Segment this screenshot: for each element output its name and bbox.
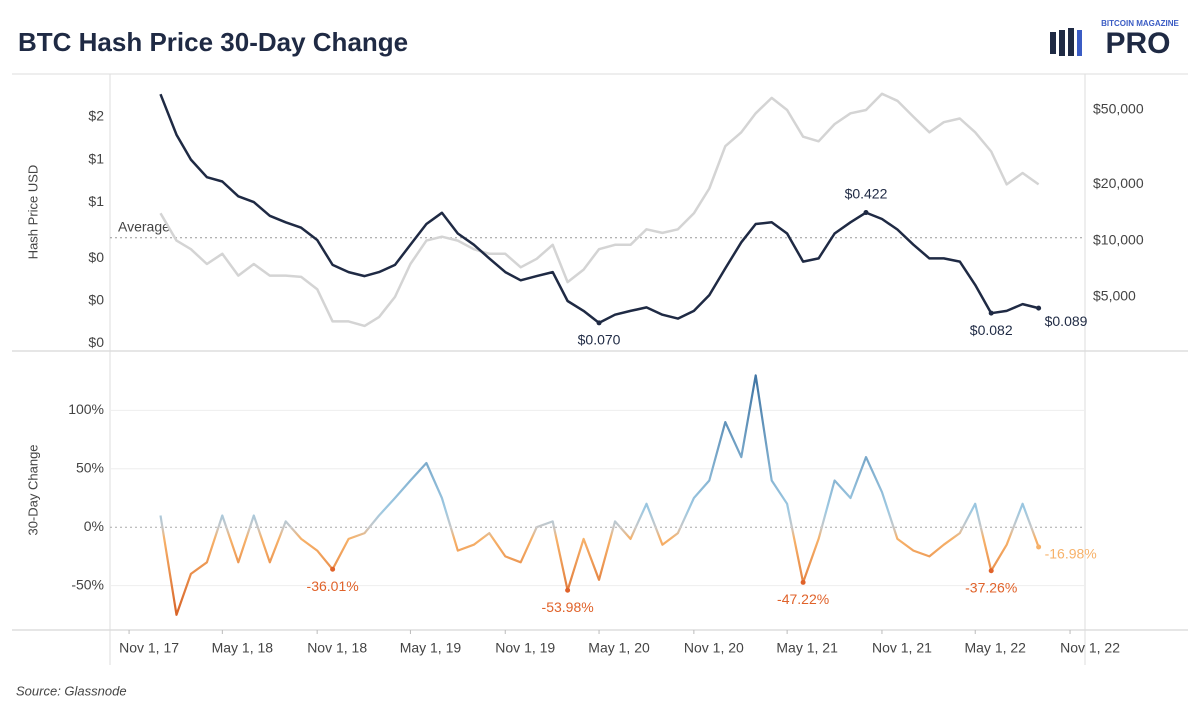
series-line <box>159 374 1040 616</box>
annotation-label: -53.98% <box>542 599 594 615</box>
annotation-point <box>596 320 602 326</box>
annotation-label: $0.070 <box>578 332 621 348</box>
y-tick-label: -50% <box>71 576 104 592</box>
logo: BITCOIN MAGAZINE PRO <box>1050 19 1180 60</box>
annotation-label: -37.26% <box>965 579 1017 595</box>
annotation-point <box>988 568 994 574</box>
logo-bar <box>1077 30 1082 56</box>
x-tick-label: May 1, 18 <box>212 640 274 656</box>
logo-bar <box>1068 28 1074 56</box>
x-tick-label: May 1, 21 <box>776 640 838 656</box>
y2-tick-label: $20,000 <box>1093 175 1144 191</box>
series-line <box>159 92 1040 328</box>
annotation-label: $0.089 <box>1045 313 1088 329</box>
x-tick-label: Nov 1, 22 <box>1060 640 1120 656</box>
y-tick-label: $0 <box>88 249 104 265</box>
y-tick-label: $2 <box>88 108 104 124</box>
x-tick-label: May 1, 20 <box>588 640 650 656</box>
logo-bar <box>1050 32 1056 54</box>
logo-bar <box>1059 30 1065 56</box>
annotation-label: -36.01% <box>307 578 359 594</box>
y-axis-label: 30-Day Change <box>25 444 40 535</box>
x-tick-label: May 1, 22 <box>964 640 1026 656</box>
annotation-point <box>988 310 994 316</box>
source: Source: Glassnode <box>16 683 127 698</box>
y-tick-label: 50% <box>76 460 104 476</box>
annotation-point <box>330 566 336 572</box>
y-tick-label: $1 <box>88 193 104 209</box>
annotation-point <box>565 587 571 593</box>
annotation-point <box>1036 305 1042 311</box>
y-tick-label: 0% <box>84 518 104 534</box>
annotation-label: $0.082 <box>970 322 1013 338</box>
series-line <box>159 93 1039 325</box>
y-tick-label: $1 <box>88 150 104 166</box>
y2-tick-label: $5,000 <box>1093 288 1136 304</box>
y-tick-label: $0 <box>88 334 104 350</box>
x-tick-label: Nov 1, 19 <box>495 640 555 656</box>
average-label: Average <box>118 218 170 234</box>
y2-tick-label: $50,000 <box>1093 101 1144 117</box>
x-tick-label: May 1, 19 <box>400 640 462 656</box>
annotation-point <box>800 579 806 585</box>
x-tick-label: Nov 1, 21 <box>872 640 932 656</box>
x-tick-label: Nov 1, 20 <box>684 640 744 656</box>
x-tick-label: Nov 1, 17 <box>119 640 179 656</box>
annotation-point <box>863 210 869 216</box>
y2-tick-label: $10,000 <box>1093 231 1144 247</box>
y-tick-label: $0 <box>88 292 104 308</box>
y-tick-label: 100% <box>68 401 104 417</box>
chart-title: BTC Hash Price 30-Day Change <box>18 27 408 57</box>
annotation-label: -16.98% <box>1045 546 1097 562</box>
y-axis-label: Hash Price USD <box>25 165 40 260</box>
annotation-label: -47.22% <box>777 591 829 607</box>
logo-big: PRO <box>1105 27 1170 60</box>
logo-small: BITCOIN MAGAZINE <box>1101 19 1179 28</box>
annotation-label: $0.422 <box>845 185 888 201</box>
x-tick-label: Nov 1, 18 <box>307 640 367 656</box>
annotation-point <box>1036 544 1042 550</box>
